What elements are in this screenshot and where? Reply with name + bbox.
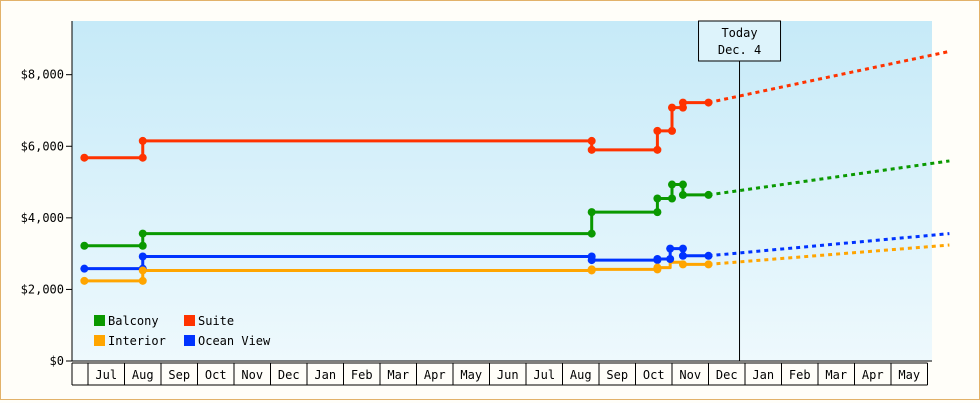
balcony-point xyxy=(138,229,147,238)
x-tick-label: Jul xyxy=(95,368,117,382)
balcony-point xyxy=(80,241,89,250)
x-tick-label: Jan xyxy=(752,368,774,382)
suite-point xyxy=(80,153,89,162)
interior-point xyxy=(653,263,662,272)
x-tick-label: Jul xyxy=(533,368,555,382)
balcony-point xyxy=(653,208,662,217)
ocean-view-point xyxy=(587,256,596,265)
x-tick-label: May xyxy=(898,368,920,382)
suite-point xyxy=(653,126,662,135)
today-box xyxy=(698,20,782,62)
y-tick-label: $6,000 xyxy=(21,139,64,153)
x-tick-label: Dec xyxy=(278,368,300,382)
x-tick-label: Jan xyxy=(314,368,336,382)
balcony-forecast-line xyxy=(708,159,950,197)
ocean-view-point xyxy=(678,244,687,253)
suite-forecast-line xyxy=(708,49,950,105)
ocean-view-point xyxy=(666,255,675,263)
x-tick-label: Aug xyxy=(570,368,592,382)
x-tick-label: May xyxy=(460,368,482,382)
suite-point xyxy=(138,136,147,145)
interior-point xyxy=(704,260,713,269)
suite-point xyxy=(704,98,713,107)
plot-area xyxy=(72,21,932,361)
ocean-view-point xyxy=(80,264,89,273)
balcony-point xyxy=(138,241,147,250)
legend-swatch xyxy=(184,315,195,326)
y-tick-label: $8,000 xyxy=(21,68,64,82)
interior-forecast-line xyxy=(708,243,950,266)
x-tick-label: Jun xyxy=(497,368,519,382)
ocean-view-point xyxy=(666,244,675,253)
y-tick-label: $0 xyxy=(50,354,64,368)
x-tick-label: Aug xyxy=(132,368,154,382)
x-tick-label: Mar xyxy=(387,368,409,382)
legend-swatch xyxy=(94,335,105,346)
ocean-view-point xyxy=(704,251,713,260)
ocean-view-forecast-line xyxy=(708,232,950,258)
legend-swatch xyxy=(184,335,195,346)
balcony-point xyxy=(668,194,676,203)
suite-point xyxy=(678,98,687,107)
x-tick-label: Dec xyxy=(716,368,738,382)
x-tick-label: Nov xyxy=(679,368,701,382)
legend-label: Suite xyxy=(198,314,234,328)
interior-point xyxy=(678,260,687,269)
ocean-view-point xyxy=(138,252,147,261)
x-tick-label: Mar xyxy=(825,368,847,382)
x-tick-label: Feb xyxy=(351,368,373,382)
suite-point xyxy=(668,126,676,135)
x-tick-label: Feb xyxy=(789,368,811,382)
interior-point xyxy=(138,266,147,275)
y-tick-label: $2,000 xyxy=(21,282,64,296)
today-label: Today xyxy=(721,26,757,40)
legend-label: Balcony xyxy=(108,314,159,328)
suite-point xyxy=(587,136,596,145)
suite-point xyxy=(653,145,662,154)
legend-swatch xyxy=(94,315,105,326)
ocean-view-point xyxy=(678,251,687,260)
balcony-point xyxy=(587,229,596,238)
x-tick-label: Sep xyxy=(606,368,628,382)
x-tick-label: Apr xyxy=(424,368,446,382)
legend-label: Ocean View xyxy=(198,334,271,348)
legend: Balcony Suite Interior Ocean View xyxy=(94,314,271,348)
x-tick-label: Nov xyxy=(241,368,263,382)
balcony-point xyxy=(678,180,687,189)
legend-label: Interior xyxy=(108,334,166,348)
interior-point xyxy=(138,276,147,285)
interior-point xyxy=(80,276,89,285)
ocean-view-point xyxy=(653,255,662,263)
balcony-point xyxy=(653,194,662,203)
balcony-point xyxy=(587,208,596,217)
x-tick-label: Oct xyxy=(643,368,665,382)
x-tick-label: Sep xyxy=(168,368,190,382)
x-tick-label: Apr xyxy=(862,368,884,382)
x-tick-label: Oct xyxy=(205,368,227,382)
suite-point xyxy=(668,103,676,112)
balcony-point xyxy=(704,190,713,199)
suite-point xyxy=(587,145,596,154)
balcony-point xyxy=(668,180,676,189)
suite-point xyxy=(138,153,147,162)
today-date: Dec. 4 xyxy=(718,43,761,57)
interior-point xyxy=(587,265,596,274)
y-tick-label: $4,000 xyxy=(21,211,64,225)
balcony-point xyxy=(678,190,687,199)
